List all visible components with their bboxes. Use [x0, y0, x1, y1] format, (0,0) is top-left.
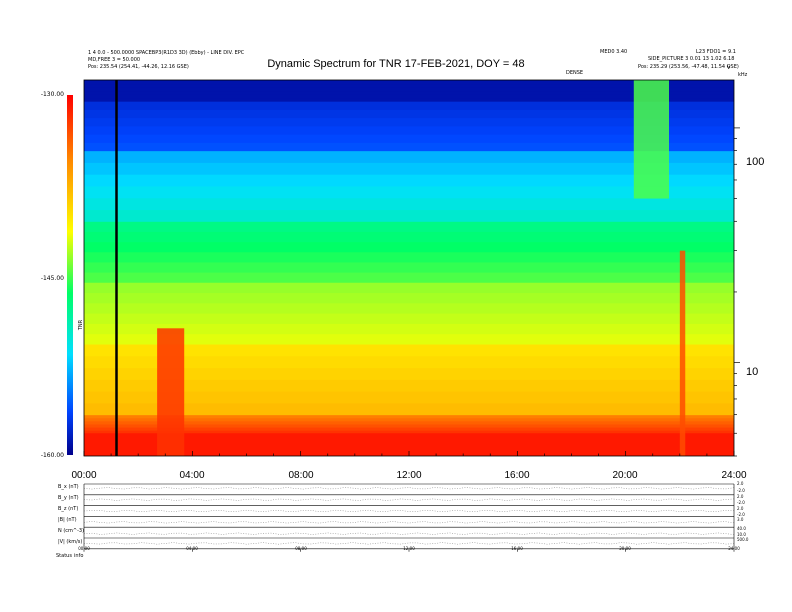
spectrum-event [157, 328, 185, 456]
spectrum-event [679, 250, 686, 456]
spectrum-band [84, 282, 734, 294]
y-tick-10: 10 [746, 366, 759, 378]
spectrum-band [84, 221, 734, 232]
axis-ticks [83, 127, 740, 457]
x-tick-3: 12:00 [396, 470, 422, 481]
spectrum-band [84, 344, 734, 357]
spectrum-band [84, 414, 734, 419]
footer-right: info [74, 553, 84, 559]
spectrum-band [84, 313, 734, 324]
spectrum-band [84, 420, 734, 425]
footer-left: Status [56, 553, 72, 559]
spectrum-band [84, 323, 734, 335]
spectrum-band [84, 427, 734, 431]
colorbar-tick-mid: -145.00 [40, 275, 64, 282]
panel-trace [83, 509, 735, 513]
x-tick-5: 20:00 [612, 470, 638, 481]
spectrum-band [84, 90, 734, 95]
panel-right-0c: -2.0 [737, 488, 745, 493]
panel-right-1a: 2.0 [737, 494, 744, 499]
chart-title: Dynamic Spectrum for TNR 17-FEB-2021, DO… [267, 58, 525, 70]
panel-trace [83, 532, 735, 535]
panel-label-bz: B_z (nT) [58, 506, 79, 512]
panel-label-v: |V| (km/s) [58, 539, 83, 545]
x-tick-1: 04:00 [179, 470, 205, 481]
header-right-mid: DENSE [566, 70, 584, 76]
spectrum-band [84, 423, 734, 428]
spectrum-band [84, 162, 734, 175]
spectrum-band [84, 101, 734, 110]
panel-trace [83, 487, 735, 490]
unit-v: V [727, 65, 731, 71]
spectrum-event [633, 80, 669, 199]
panel-label-n: N (cm^-3) [58, 528, 85, 534]
spectrum-band [84, 430, 734, 434]
panel-trace [83, 521, 735, 524]
panel-right-2a: 2.0 [737, 506, 744, 511]
spectrum-band [84, 333, 734, 345]
spectrum-band [84, 197, 734, 211]
spectrogram [84, 80, 734, 456]
bottom-panels [83, 483, 735, 552]
spectrum-band [84, 125, 734, 135]
panel-right-0a: 2.0 [737, 481, 744, 486]
header-left-line3: Pos: 235.54 (254.41, -44.26, 12.16 GSE) [88, 64, 189, 70]
spectrum-band [84, 97, 734, 102]
spectrum-band [84, 292, 734, 304]
spectrum-band [84, 80, 734, 85]
spectrum-band [84, 94, 734, 99]
spectrum-band [84, 174, 734, 187]
panel-right-1c: -2.0 [737, 500, 745, 505]
x-tick-2: 08:00 [288, 470, 314, 481]
colorbar-tick-top: -130.00 [40, 91, 64, 98]
spectrum-band [84, 417, 734, 422]
panel-trace [83, 542, 735, 545]
spectrum-band [84, 302, 734, 314]
spectrum-band [84, 367, 734, 380]
header-right-line4: Pos: 235.29 (253.56, -47.48, 11.54 GSE) [638, 64, 739, 70]
x-tick-6: 24:00 [721, 470, 747, 481]
spectrum-band [84, 355, 734, 369]
colorbar-tick-bottom: -160.00 [40, 452, 64, 459]
unit-khz: kHz [738, 72, 748, 78]
x-tick-4: 16:00 [504, 470, 530, 481]
spectrum-band [84, 134, 734, 143]
header-left-line2: MD,FREE 3 = 50.000 [88, 57, 141, 63]
spectrum-band [84, 261, 734, 273]
panel-right-4a: 40.0 [737, 526, 746, 531]
spectrum-low-band [84, 433, 734, 456]
header-right-line2: L23 FDO1 = 9.1 [696, 49, 736, 55]
panel-label-by: B_y (nT) [58, 495, 79, 501]
panel-right-2c: -2.0 [737, 512, 745, 517]
header-right-line3: SIDE_PICTURE 3 0.01 13 1.02 6.18 [648, 56, 735, 62]
spectrum-band [84, 272, 734, 283]
y-tick-100: 100 [746, 156, 765, 168]
spectrum-band [84, 87, 734, 92]
colorbar [67, 95, 73, 455]
spectrum-band [84, 109, 734, 119]
spectrum-band [84, 142, 734, 152]
spectrum-band [84, 117, 734, 127]
spectrum-band [84, 185, 734, 199]
spectrum-band [84, 209, 734, 222]
spectrum-band [84, 402, 734, 416]
spectrum-band [84, 391, 734, 404]
spectrum-band [84, 83, 734, 88]
spectrum-band [84, 241, 734, 253]
panel-right-3a: 3.0 [737, 517, 744, 522]
header-left-line1: 1 4 0.0 - 500.0000 SPACEBP3(R1D3 3D) (Eb… [88, 50, 245, 56]
spectrum-band [84, 231, 734, 243]
panel-right-5a: 500.0 [737, 537, 749, 542]
spectrum-band [84, 379, 734, 392]
x-tick-0: 00:00 [71, 470, 97, 481]
panel-right-4b: 10.0 [737, 532, 746, 537]
spectrum-band [84, 150, 734, 163]
spectrum-band [84, 251, 734, 263]
panel-label-b: |B| (nT) [58, 517, 77, 523]
panel-trace [83, 498, 735, 501]
panel-label-bx: B_x (nT) [58, 484, 79, 490]
header-right-line1: MED0 3.40 [600, 49, 628, 55]
